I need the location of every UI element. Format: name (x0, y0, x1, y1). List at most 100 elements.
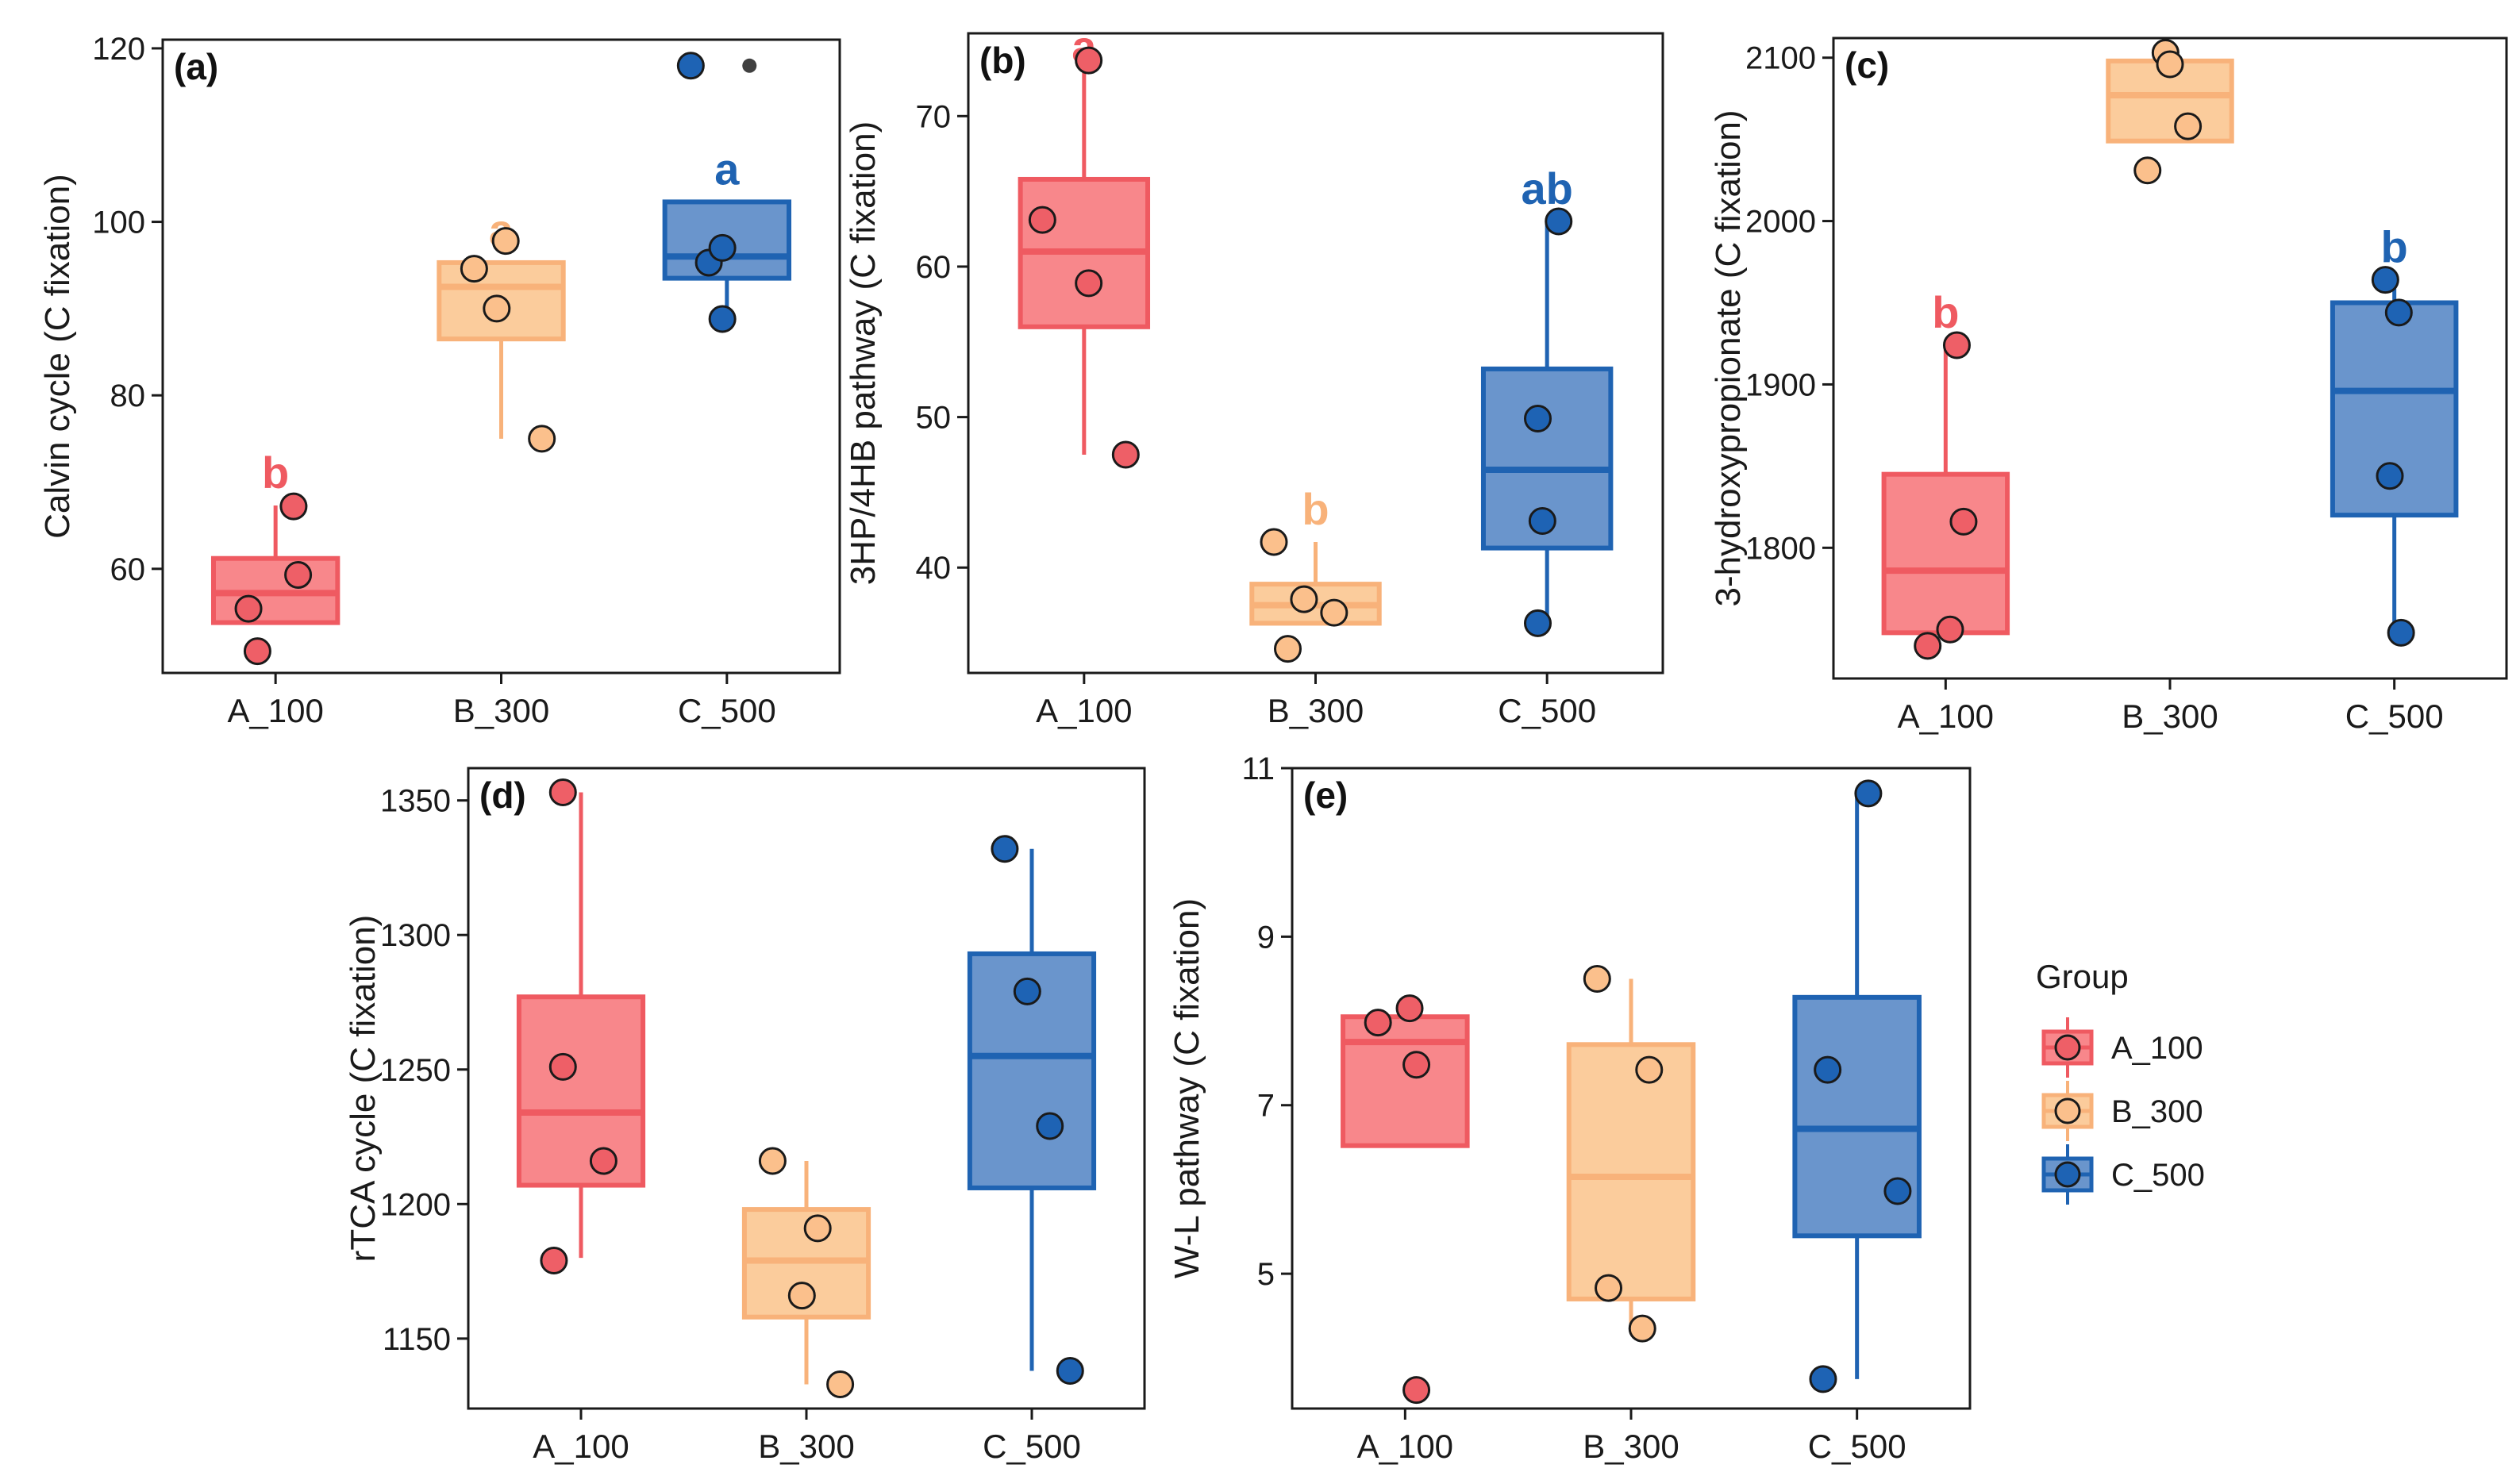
data-point (1111, 440, 1140, 469)
y-tick-label: 1300 (380, 918, 451, 953)
data-point (548, 778, 577, 807)
outlier-point (742, 58, 757, 73)
panel-label: (b) (979, 40, 1026, 81)
y-axis-label: 3HP/4HB pathway (C fixation) (844, 121, 883, 585)
data-point (528, 425, 556, 453)
box-A_100: b (210, 448, 340, 625)
box-A_100 (516, 792, 646, 1259)
significance-letter: a (714, 144, 740, 194)
significance-letter: ab (1521, 163, 1572, 213)
data-point (548, 1052, 577, 1081)
data-point (234, 594, 263, 623)
data-point (1545, 207, 1573, 236)
data-point (1395, 994, 1424, 1023)
x-tick-label: B_300 (1268, 692, 1364, 729)
box-C_500: b (2330, 222, 2459, 633)
x-tick-label: A_100 (227, 692, 323, 729)
data-point (1635, 1055, 1664, 1084)
box-A_100: b (1881, 287, 2010, 636)
data-point (1402, 1051, 1431, 1079)
data-point (1075, 269, 1103, 298)
x-tick-label: B_300 (758, 1428, 854, 1465)
y-tick-label: 60 (916, 250, 952, 285)
y-axis-label: 3-hydroxypropionate (C fixation) (1709, 110, 1748, 606)
y-tick-label: 9 (1257, 920, 1275, 955)
legend-label: C_500 (2111, 1158, 2205, 1193)
box-iqr (1792, 994, 1922, 1239)
data-point (1942, 331, 1971, 359)
y-axis-label: Calvin cycle (C fixation) (38, 174, 77, 539)
panels: 60 80 100 120 A_100 B_300 C_500 Calvin cycle (C… (38, 21, 2508, 1465)
box-B_300 (1566, 978, 1696, 1329)
data-point (1364, 1009, 1392, 1037)
x-tick-label: A_100 (1036, 692, 1132, 729)
data-point (991, 835, 1019, 863)
data-point (243, 637, 271, 666)
data-point (676, 52, 705, 80)
y-axis-label: rTCA cycle (C fixation) (344, 915, 383, 1263)
legend-point (2054, 1034, 2081, 1061)
panel-3: 1800 1900 2000 2100 A_100 B_300 C_500 3-hydroxy… (1709, 26, 2508, 735)
data-point (2371, 266, 2399, 294)
significance-letter: b (2381, 222, 2408, 272)
data-point (483, 294, 511, 323)
x-tick-label: C_500 (983, 1428, 1081, 1465)
y-tick-label: 11 (1241, 751, 1275, 786)
y-tick-label: 5 (1257, 1257, 1275, 1292)
data-point (708, 233, 737, 262)
data-point (1056, 1357, 1084, 1386)
y-tick-label: 2100 (1745, 41, 1816, 76)
x-tick-label: A_100 (1898, 698, 1994, 735)
legend: Group A_100 B_300 C_500 (2036, 958, 2205, 1205)
significance-letter: b (262, 448, 289, 498)
significance-letter: b (1302, 484, 1329, 534)
data-point (1949, 507, 1978, 536)
panel-label: (c) (1845, 44, 1889, 86)
data-point (1883, 1177, 1912, 1205)
legend-item-B_300: B_300 (2041, 1081, 2203, 1141)
x-tick-label: C_500 (1498, 692, 1596, 729)
data-point (826, 1370, 855, 1398)
data-point (1814, 1055, 1842, 1084)
data-point (1013, 977, 1041, 1005)
box-iqr (516, 994, 646, 1188)
x-tick-label: A_100 (533, 1428, 629, 1465)
y-tick-label: 70 (916, 99, 952, 134)
y-tick-label: 1900 (1745, 367, 1816, 402)
data-point (1854, 779, 1883, 808)
data-point (1075, 46, 1103, 75)
x-tick-label: B_300 (2122, 698, 2218, 735)
y-tick-label: 7 (1257, 1089, 1275, 1124)
data-point (1524, 404, 1552, 432)
box-C_500 (1792, 793, 1922, 1379)
box-B_300: b (1249, 484, 1382, 626)
x-tick-label: C_500 (678, 692, 776, 729)
y-tick-label: 60 (110, 552, 146, 587)
data-point (1402, 1376, 1431, 1405)
data-point (1290, 585, 1318, 613)
y-tick-label: 1350 (380, 784, 451, 819)
panel-label: (a) (174, 46, 218, 87)
y-tick-label: 120 (92, 32, 145, 67)
data-point (284, 560, 313, 589)
data-point (1320, 598, 1348, 627)
legend-label: A_100 (2111, 1031, 2203, 1066)
panel-2: 40 50 60 70 A_100 B_300 C_500 3HP/4HB pathway (… (844, 21, 1664, 729)
data-point (1936, 615, 1964, 644)
x-tick-label: B_300 (453, 692, 549, 729)
data-point (589, 1147, 617, 1175)
legend-point (2054, 1161, 2081, 1188)
box-iqr (1566, 1042, 1696, 1301)
data-point (2387, 618, 2415, 647)
legend-point (2054, 1097, 2081, 1124)
y-tick-label: 50 (916, 401, 952, 436)
legend-items: A_100 B_300 C_500 (2041, 1017, 2205, 1205)
data-point (1036, 1112, 1064, 1140)
panel-1: 60 80 100 120 A_100 B_300 C_500 Calvin cycle (C… (38, 32, 841, 729)
data-point (460, 255, 488, 283)
legend-title: Group (2036, 958, 2129, 995)
y-tick-label: 1150 (383, 1322, 451, 1357)
panel-4: 1150 1200 1250 1300 1350 A_100 B_300 C_500 rTCA … (344, 767, 1146, 1465)
